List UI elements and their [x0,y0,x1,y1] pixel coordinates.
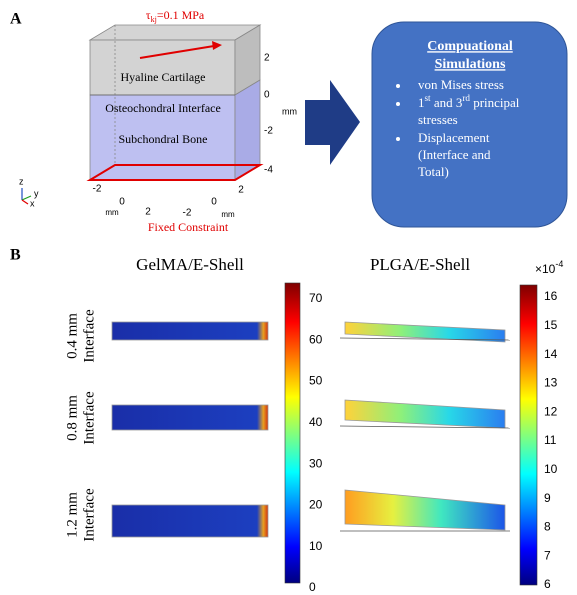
triad-label: y [34,188,39,198]
text-run: st [425,93,432,103]
load-value: =0.1 MPa [157,8,205,22]
text-run: rd [462,93,470,103]
model-cube [86,24,264,181]
y-axis-unit: mm [221,210,235,219]
layer-label: Osteochondral Interface [105,101,221,115]
y-tick-label: -2 [183,208,192,219]
text-run: Total) [418,164,449,179]
text-run: principal [470,95,520,110]
colorbar-tick-label: 12 [544,404,558,418]
box-item: Total) [418,164,449,179]
colorbar-tick-label: 11 [544,433,557,447]
colorbar-tick-label: 60 [309,332,323,346]
text-run: von Mises stress [418,77,504,92]
box-item: 1st and 3rd principal [418,93,520,110]
colorbar [284,282,301,584]
colorbar-tick-label: 40 [309,415,323,429]
row-label: 0.4 mm [64,313,80,359]
column-title: GelMA/E-Shell [136,255,244,274]
colorbar-tick-label: 70 [309,291,323,305]
layer-label: Hyaline Cartilage [121,70,206,84]
colorbar-multiplier: ×10-4 [535,259,563,276]
box-item: (Interface and [418,147,491,162]
row-label: 1.2 mm [64,492,80,538]
box-title: Simulations [435,57,506,72]
text-run: 1 [418,95,425,110]
axis-triad [21,188,32,205]
colorbar-tick-label: 7 [544,548,551,562]
box-title: Compuational [427,39,513,54]
boundary-label: Fixed Constraint [148,220,229,234]
plga-results [339,321,511,532]
text-run: Displacement [418,130,490,145]
colorbar-tick-label: 16 [544,289,558,303]
x-tick-label: 2 [145,207,151,218]
bullet [396,84,400,88]
colorbar [519,284,538,586]
multiplier-base: ×10 [535,262,556,276]
bullet [396,137,400,141]
summary-box [371,21,568,228]
multiplier-exponent: -4 [555,259,563,269]
x-axis-unit: mm [105,208,119,217]
triad-label: x [30,198,35,208]
text-run: (Interface and [418,147,491,162]
load-arrow [139,41,222,59]
z-tick-label: 0 [264,90,270,101]
colorbar-tick-label: 6 [544,577,551,591]
colorbar-tick-label: 10 [309,539,323,553]
z-tick-label: -4 [264,165,273,176]
colorbar-tick-label: 0 [309,580,316,594]
layer-label: Subchondral Bone [119,132,208,146]
box-item: stresses [418,112,458,127]
colorbar-tick-label: 30 [309,456,323,470]
column-title: PLGA/E-Shell [370,255,470,274]
load-symbol: τ [146,8,151,22]
gelma-results [111,321,269,538]
text-run: and 3 [431,95,463,110]
y-tick-label: 0 [211,197,217,208]
row-label: Interface [81,391,97,445]
direction-arrow [305,80,360,165]
box-item: von Mises stress [418,77,504,92]
colorbar-tick-label: 13 [544,376,558,390]
load-label: τkj=0.1 MPa [146,8,205,25]
colorbar-tick-label: 9 [544,491,551,505]
panel-label: B [10,247,21,264]
x-tick-label: -2 [93,184,102,195]
colorbar-tick-label: 8 [544,520,551,534]
row-label: Interface [81,488,97,542]
y-tick-label: 2 [238,185,244,196]
colorbar-tick-label: 50 [309,374,323,388]
z-tick-label: -2 [264,126,273,137]
load-subscript: kj [151,15,157,24]
box-item: Displacement [418,130,490,145]
panel-label: A [10,11,22,28]
colorbar-tick-label: 14 [544,347,558,361]
row-label: 0.8 mm [64,395,80,441]
colorbar-tick-label: 10 [544,462,558,476]
z-tick-label: 2 [264,53,270,64]
colorbar-tick-label: 15 [544,318,558,332]
x-tick-label: 0 [119,197,125,208]
z-axis-unit: mm [282,106,297,116]
text-run: stresses [418,112,458,127]
row-label: Interface [81,309,97,363]
colorbar-tick-label: 20 [309,498,323,512]
triad-label: z [19,176,24,186]
bullet [396,102,400,106]
